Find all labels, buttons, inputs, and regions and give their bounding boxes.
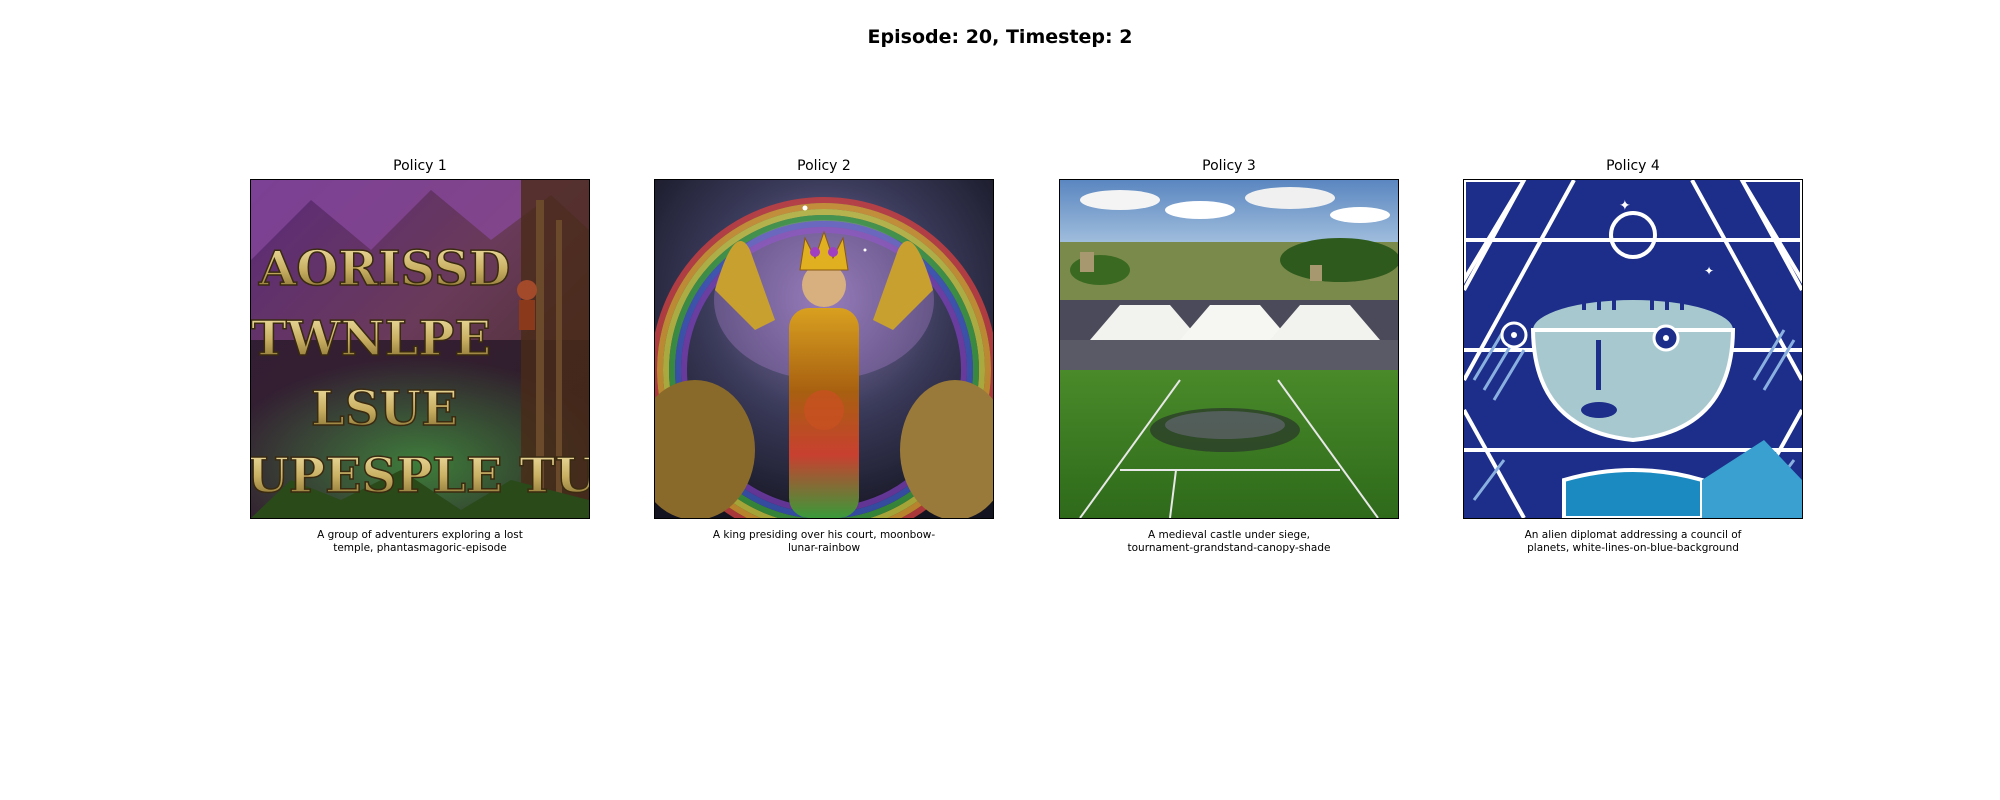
image-text-line-2: TWNLPE [251, 311, 491, 367]
generated-image-adventurers-temple: AORISSD TWNLPE LSUE UPESPLE TU [250, 179, 590, 519]
policy-panel-2: Policy 2 [654, 156, 994, 554]
image-text-line-4: UPESPLE TU [251, 448, 589, 504]
panel-caption: A group of adventurers exploring a lost … [317, 529, 523, 554]
svg-text:✦: ✦ [1704, 264, 1714, 278]
svg-text:✦: ✦ [1619, 198, 1631, 214]
panel-title: Policy 3 [1202, 158, 1256, 174]
image-text-line-3: LSUE [311, 381, 458, 437]
image-text-line-1: AORISSD [258, 241, 510, 297]
generated-image-king-court [654, 179, 994, 519]
panel-caption: A medieval castle under siege, tournamen… [1127, 529, 1331, 554]
figure-title: Episode: 20, Timestep: 2 [867, 26, 1133, 48]
policy-panel-1: Policy 1 [250, 156, 590, 554]
generated-image-alien-diplomat: ✦ ✦ [1463, 179, 1803, 519]
panel-caption: A king presiding over his court, moonbow… [712, 529, 936, 554]
policy-panel-4: Policy 4 [1463, 156, 1803, 554]
panel-title: Policy 2 [797, 158, 851, 174]
panel-caption: An alien diplomat addressing a council o… [1524, 529, 1742, 554]
panel-title: Policy 4 [1606, 158, 1660, 174]
panel-title: Policy 1 [393, 158, 447, 174]
policy-panel-3: Policy 3 [1059, 156, 1399, 554]
generated-image-castle-siege [1059, 179, 1399, 519]
